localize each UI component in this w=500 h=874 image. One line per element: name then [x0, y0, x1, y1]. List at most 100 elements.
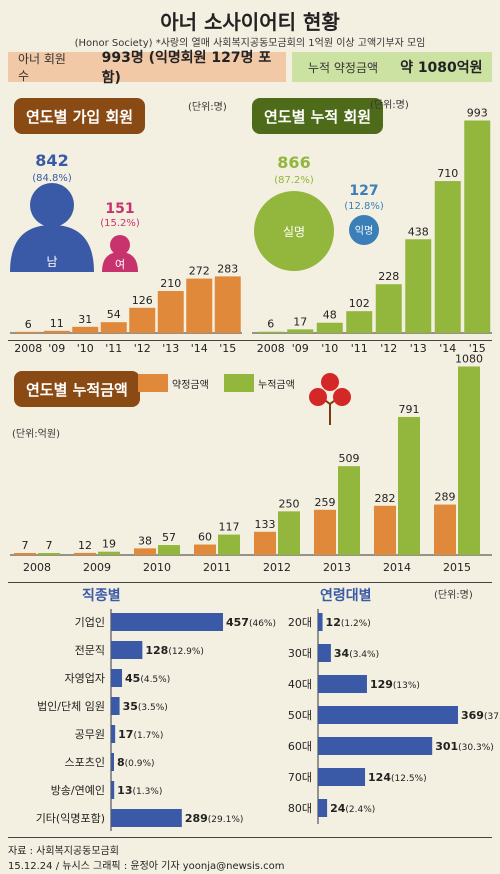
bar-value-label: 17(1.7%)	[118, 728, 163, 741]
real-name-circle	[254, 191, 334, 271]
cumulative-members-chart: 6 2008 17 '09 48 '10 102 '11 228 '12 438 '13 710 '14 9…	[252, 106, 492, 355]
female-icon	[102, 235, 138, 272]
bar-value-label: 8(0.9%)	[117, 756, 155, 769]
female-count: 151	[105, 201, 134, 217]
amount-unit: (단위:억원)	[12, 429, 60, 440]
bar	[318, 644, 331, 662]
category-label: 20대	[288, 616, 312, 629]
bar-value-label: 1080	[455, 352, 483, 365]
male-label: 남	[46, 255, 57, 269]
tick-label: 2008	[257, 342, 285, 355]
tick-label: 2010	[143, 561, 171, 574]
legend-cumulative-swatch	[224, 374, 254, 392]
anon-count: 127	[349, 183, 378, 199]
bar-value-label: 126	[132, 294, 153, 307]
pledge-label: 누적 약정금액	[308, 60, 379, 75]
bar-value-label: 133	[255, 518, 276, 531]
category-label: 기타(익명포함)	[36, 812, 105, 825]
bar	[15, 331, 42, 333]
bar-value-label: 250	[279, 497, 300, 510]
category-label: 자영업자	[65, 672, 105, 685]
tick-label: '14	[439, 342, 456, 355]
bar	[434, 504, 456, 555]
source-credit: 자료 : 사회복지공동모금회	[8, 846, 119, 857]
bar	[318, 799, 328, 817]
tick-label: '09	[292, 342, 309, 355]
bar	[111, 809, 182, 827]
bar	[111, 669, 123, 687]
tick-label: '13	[410, 342, 427, 355]
bar	[111, 725, 116, 743]
bar	[346, 311, 373, 333]
occupation-chart: 기업인 457(46%) 전문직 128(12.9%) 자영업자 45(4.5%) 법인/단…	[36, 609, 276, 831]
divider-top	[8, 340, 492, 341]
bar	[316, 322, 343, 333]
bar	[111, 753, 114, 771]
bar	[186, 278, 213, 333]
pledge-value: 약 1080억원	[400, 60, 483, 76]
bar	[405, 239, 432, 333]
bar-value-label: 301(30.3%)	[435, 740, 494, 753]
bar	[338, 466, 360, 555]
bar	[314, 509, 336, 555]
bar	[157, 291, 184, 333]
bar	[14, 553, 36, 555]
bar	[434, 181, 461, 333]
bar-value-label: 12(1.2%)	[326, 616, 371, 629]
bar-value-label: 7	[46, 539, 53, 552]
legend-pledge-swatch	[138, 374, 168, 392]
bar	[111, 781, 115, 799]
anon-pct: (12.8%)	[344, 201, 384, 212]
real-count: 866	[277, 153, 310, 172]
bar-value-label: 54	[107, 308, 121, 321]
bar	[374, 505, 396, 555]
pledge-summary: 누적 약정금액 약 1080억원	[292, 52, 492, 82]
cumulative-unit: (단위:명)	[370, 100, 409, 111]
tick-label: '10	[321, 342, 338, 355]
category-label: 공무원	[75, 728, 105, 741]
love-fruit-icon	[309, 373, 351, 425]
bar	[134, 548, 156, 555]
tick-label: 2008	[14, 342, 42, 355]
category-label: 80대	[288, 802, 312, 815]
divider-middle	[8, 582, 492, 583]
bar-value-label: 34(3.4%)	[334, 647, 379, 660]
real-label: 실명	[283, 225, 305, 239]
bar	[464, 120, 491, 333]
anon-label: 익명	[355, 225, 373, 237]
bar-value-label: 438	[408, 225, 429, 238]
bar	[158, 545, 180, 555]
page-subtitle: (Honor Society) *사랑의 열매 사회복지공동모금회의 1억원 이…	[74, 38, 426, 49]
bar-value-label: 710	[437, 167, 458, 180]
bar-value-label: 19	[102, 538, 116, 551]
bar-value-label: 7	[22, 539, 29, 552]
annual-unit: (단위:명)	[188, 102, 227, 113]
page-title: 아너 소사이어티 현황	[160, 10, 340, 34]
bar-value-label: 35(3.5%)	[123, 700, 168, 713]
category-label: 70대	[288, 771, 312, 784]
bar-value-label: 457(46%)	[226, 616, 276, 629]
bar-value-label: 289(29.1%)	[185, 812, 244, 825]
tick-label: '10	[77, 342, 94, 355]
bar	[318, 675, 367, 693]
tick-label: 2012	[263, 561, 291, 574]
tick-label: 2008	[23, 561, 51, 574]
legend-pledge-label: 약정금액	[172, 379, 209, 391]
bar	[398, 416, 420, 555]
category-label: 60대	[288, 740, 312, 753]
bar	[72, 326, 99, 333]
bar-value-label: 24(2.4%)	[330, 802, 375, 815]
tick-label: '13	[162, 342, 179, 355]
bar-value-label: 129(13%)	[370, 678, 420, 691]
bar-value-label: 259	[315, 496, 336, 509]
bar-value-label: 124(12.5%)	[368, 771, 427, 784]
bar-value-label: 228	[378, 270, 399, 283]
bar	[458, 366, 480, 555]
tick-label: '15	[469, 342, 486, 355]
bar	[287, 329, 314, 333]
bar	[129, 307, 156, 333]
category-label: 법인/단체 임원	[37, 700, 105, 713]
annual-members-chart: 6 2008 11 '09 31 '10 54 '11 126 '12 210 '13 272 '14 28…	[10, 262, 242, 355]
bar-value-label: 289	[435, 491, 456, 504]
bar-value-label: 128(12.9%)	[145, 644, 204, 657]
